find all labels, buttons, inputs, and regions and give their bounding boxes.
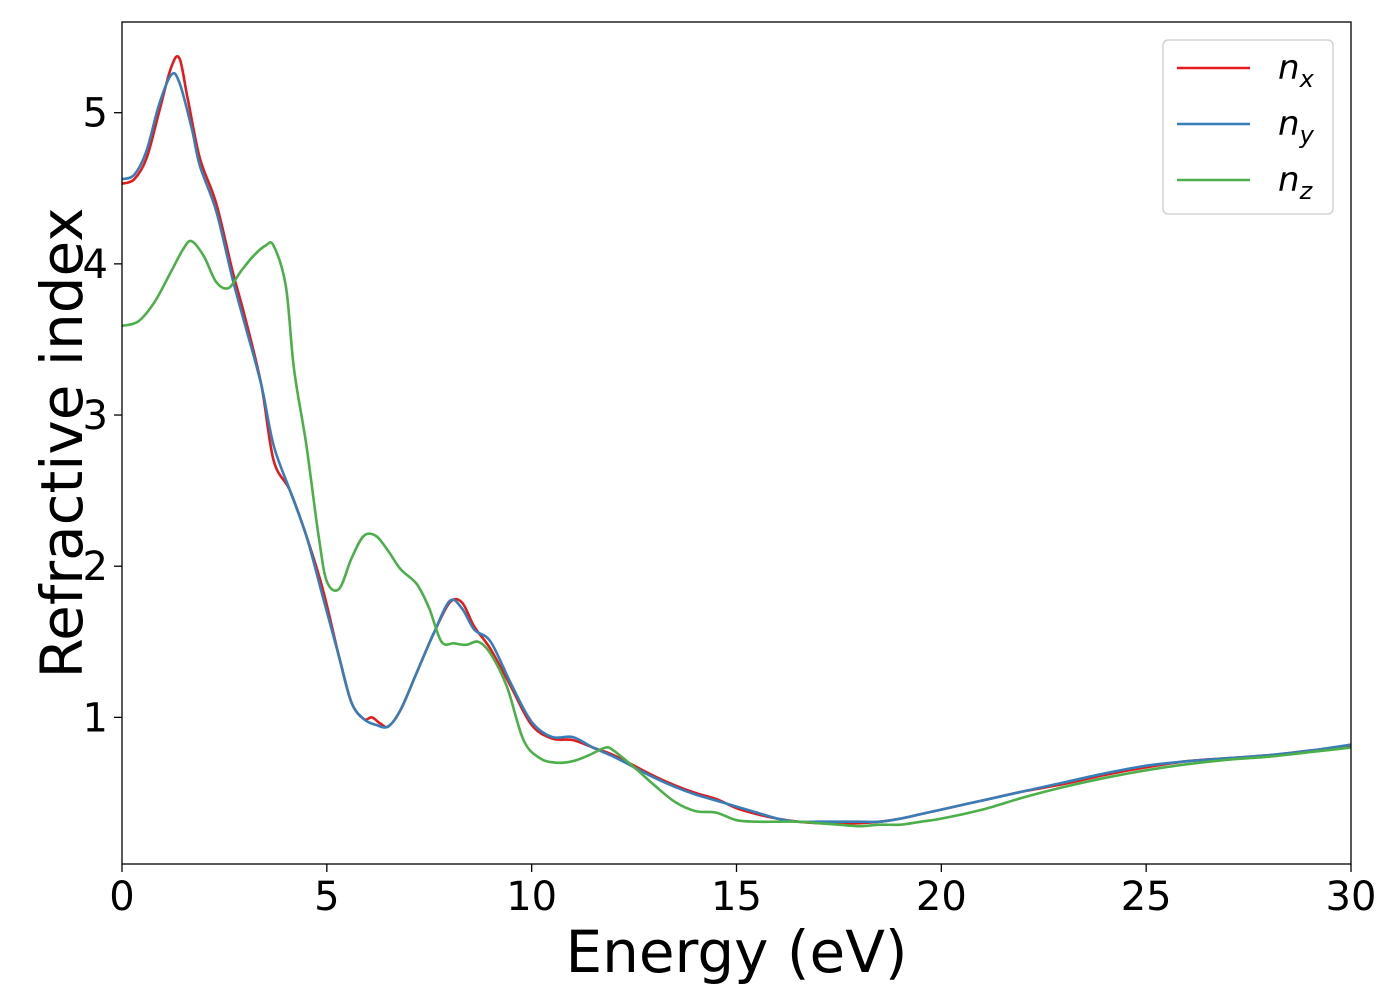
y-axis-title: Refractive index bbox=[28, 207, 96, 678]
legend-label-nx: nx bbox=[1278, 48, 1315, 93]
series-line-ny bbox=[122, 71, 1351, 824]
legend-label-base: n bbox=[1278, 160, 1300, 200]
x-tick-label: 5 bbox=[314, 874, 339, 920]
ticks-layer: 0 5 10 15 20 25 30 1 2 3 4 5 bbox=[83, 91, 1377, 920]
x-axis-title: Energy (eV) bbox=[565, 918, 907, 986]
legend-label-subscript: z bbox=[1299, 177, 1314, 205]
y-tick-label: 3 bbox=[83, 393, 108, 439]
legend-box bbox=[1162, 39, 1334, 215]
legend-label-base: n bbox=[1278, 48, 1300, 88]
y-tick-label: 2 bbox=[83, 544, 108, 590]
legend-label-subscript: y bbox=[1299, 121, 1315, 149]
x-tick-label: 30 bbox=[1326, 874, 1377, 920]
series-layer bbox=[122, 54, 1351, 828]
x-tick-label: 0 bbox=[109, 874, 134, 920]
legend-label-ny: ny bbox=[1278, 104, 1315, 149]
legend-label-subscript: x bbox=[1299, 65, 1315, 93]
x-tick-label: 25 bbox=[1121, 874, 1172, 920]
x-tick-label: 10 bbox=[506, 874, 557, 920]
y-tick-label: 1 bbox=[83, 695, 108, 741]
x-tick-label: 15 bbox=[711, 874, 762, 920]
plot-frame bbox=[121, 21, 1352, 865]
legend-label-base: n bbox=[1278, 104, 1300, 144]
legend-label-nz: nz bbox=[1278, 160, 1314, 205]
y-tick-label: 4 bbox=[83, 242, 108, 288]
y-tick-label: 5 bbox=[83, 91, 108, 137]
series-line-nz bbox=[122, 239, 1351, 828]
x-tick-label: 20 bbox=[916, 874, 967, 920]
